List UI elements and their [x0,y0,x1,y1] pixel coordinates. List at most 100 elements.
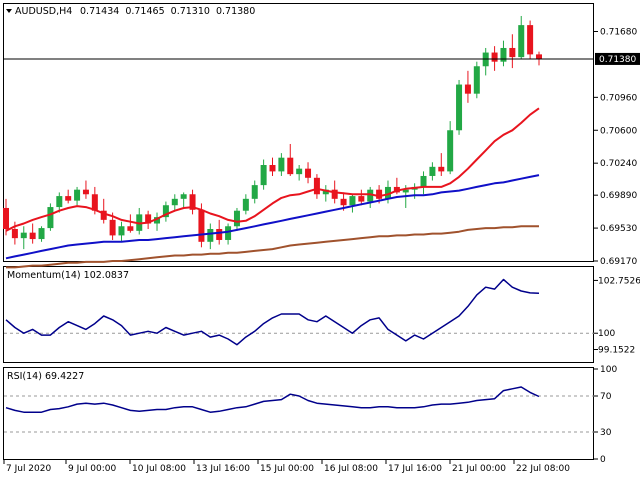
bull-candle [402,189,409,193]
rsi-line [5,386,540,413]
bear-candle [438,166,445,172]
rsi-panel-frame [3,367,594,460]
bear-candle [331,189,338,199]
bear-candle [91,194,98,211]
rsi-tick-label: 30 [600,428,612,438]
bull-candle [349,196,356,206]
bear-candle [536,54,542,59]
bull-candle [500,47,507,62]
bull-candle [429,166,436,176]
x-axis-labels: 7 Jul 2020 9 Jul 00:00 10 Jul 08:00 13 Jul … [3,460,570,474]
bull-candle [260,165,267,186]
rsi-title: RSI(14) 69.4227 [7,371,84,382]
bull-candle [242,198,249,211]
x-tick-label: 13 Jul 16:00 [196,464,250,474]
x-tick-label: 16 Jul 08:00 [324,464,378,474]
bear-candle [269,165,276,172]
bear-candle [527,25,534,55]
bear-candle [340,198,347,206]
bull-candle [518,25,525,58]
bear-candle [3,207,9,229]
main-panel-frame [3,3,594,262]
bear-candle [127,226,134,231]
bear-candle [491,52,498,62]
bull-candle [118,226,125,236]
y-tick-label: 0.69530 [600,224,637,234]
bull-candle [456,84,463,131]
bull-candle [154,217,161,224]
ma-slow-line [6,225,539,269]
bull-candle [180,194,187,199]
y-tick-label: 0.70240 [600,159,637,169]
rsi-tick-label: 100 [600,365,617,375]
bear-candle [145,214,152,224]
bull-candle [171,198,178,206]
bull-candle [447,130,454,172]
bull-candle [225,226,232,240]
bear-candle [509,47,516,58]
bull-candle [74,189,81,201]
bull-candle [162,205,169,218]
y-tick-label: 0.69890 [600,191,637,201]
bear-candle [189,194,196,210]
bear-candle [464,84,471,94]
x-tick-label: 22 Jul 08:00 [516,464,570,474]
ma-fast-line [5,107,540,232]
bull-candle [56,196,63,208]
x-tick-label: 15 Jul 00:00 [260,464,314,474]
x-tick-label: 10 Jul 08:00 [132,464,186,474]
bear-candle [100,210,107,220]
x-tick-label: 21 Jul 00:00 [452,464,506,474]
rsi-tick-label: 0 [600,455,606,465]
current-price-label: 0.71380 [599,55,636,65]
momentum-panel-frame [3,266,594,363]
bull-candle [384,186,391,199]
y-tick-label: 0.69170 [600,257,637,267]
y-axis-labels: 0.71680 0.70960 0.70600 0.70240 0.69890 0.695… [594,28,640,465]
bear-candle [65,196,72,201]
bull-candle [233,210,240,227]
bear-candle [82,189,89,195]
momentum-panel [4,278,594,346]
y-tick-label: 0.70600 [600,126,637,136]
momentum-tick-label: 100 [598,329,615,339]
bull-candle [20,232,27,239]
bear-candle [29,232,36,240]
bull-candle [278,157,285,172]
bear-candle [376,189,383,199]
bull-candle [473,66,480,94]
momentum-tick-label: 102.7526 [598,276,640,286]
momentum-tick-label: 99.1522 [598,345,635,355]
main-title-ohlc: 0.71434 0.71465 0.71310 0.71380 [80,6,255,17]
bear-candle [313,177,320,195]
collapse-triangle-icon[interactable] [6,9,12,13]
bear-candle [109,219,116,236]
bear-candle [198,209,205,242]
x-tick-label: 17 Jul 16:00 [388,464,442,474]
momentum-line [5,278,540,346]
y-tick-label: 0.71680 [600,28,637,38]
momentum-title: Momentum(14) 102.0837 [7,270,129,281]
x-tick-label: 7 Jul 2020 [6,464,51,474]
bull-candle [367,189,374,202]
x-tick-label: 9 Jul 00:00 [68,464,117,474]
main-title-symbol: AUDUSD,H4 [15,6,72,17]
bear-candle [305,168,312,178]
bear-candle [287,157,294,175]
bull-candle [251,185,258,199]
bull-candle [38,228,45,240]
rsi-panel [4,386,594,433]
rsi-tick-label: 70 [600,392,612,402]
bull-candle [47,207,54,229]
bull-candle [296,168,303,175]
y-tick-label: 0.70960 [600,93,637,103]
bear-candle [358,196,365,202]
bull-candle [322,189,329,195]
current-price-box [595,52,640,65]
candlestick-panel [3,15,594,269]
ma-mid-line [5,174,540,260]
bull-candle [420,175,427,187]
bear-candle [11,229,18,239]
bear-candle [216,229,223,240]
